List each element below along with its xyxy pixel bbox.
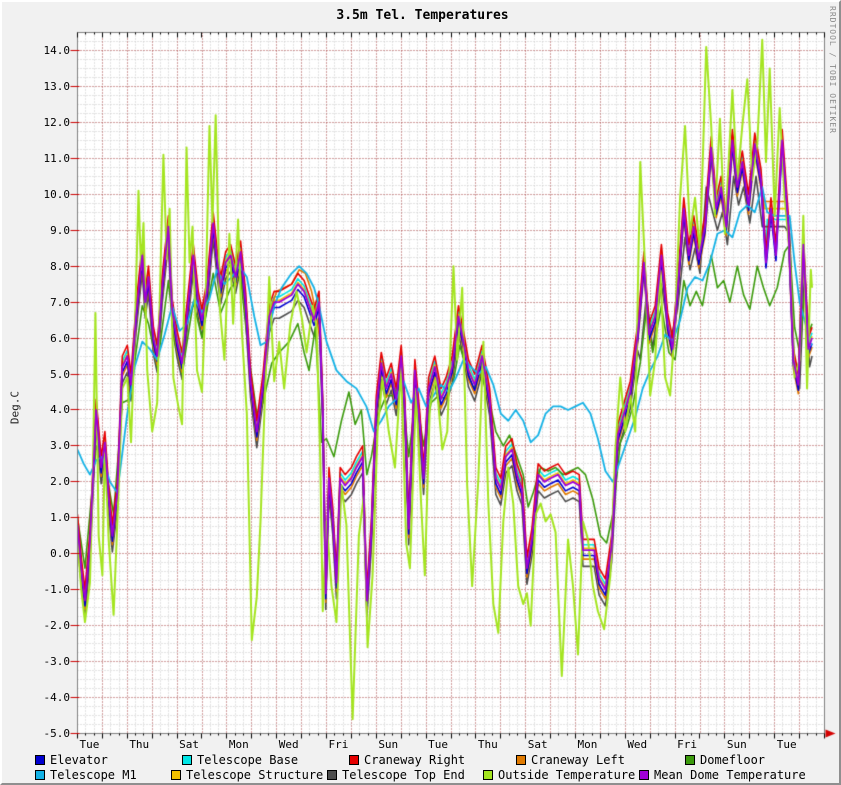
legend-item-mean-dome-temperature: Mean Dome Temperature bbox=[639, 769, 806, 782]
y-tick-label: 5.0 bbox=[50, 367, 70, 381]
x-tick-label: Mon bbox=[228, 738, 249, 751]
legend-item-domefloor: Domefloor bbox=[685, 754, 765, 767]
y-tick-label: 9.0 bbox=[50, 223, 70, 237]
y-axis-label: Deg.C bbox=[8, 390, 22, 425]
legend-item-elevator: Elevator bbox=[35, 754, 108, 767]
x-tick-label: Sat bbox=[527, 738, 548, 751]
y-tick-label: 12.0 bbox=[43, 115, 71, 129]
x-tick-label: Tue bbox=[79, 738, 100, 751]
legend-item-telescope-top-end: Telescope Top End bbox=[327, 769, 465, 782]
y-tick-label: -4.0 bbox=[43, 691, 71, 705]
legend-item-telescope-m1: Telescope M1 bbox=[35, 769, 137, 782]
legend-label: Telescope M1 bbox=[50, 768, 137, 782]
y-tick-label: 0.0 bbox=[50, 547, 70, 561]
legend-swatch bbox=[182, 755, 192, 765]
legend-swatch bbox=[516, 755, 526, 765]
x-tick-label: Sat bbox=[179, 738, 199, 751]
legend-label: Elevator bbox=[50, 753, 108, 767]
legend-item-telescope-structure: Telescope Structure bbox=[171, 769, 323, 782]
y-tick-label: 10.0 bbox=[43, 187, 71, 201]
legend-swatch bbox=[327, 770, 337, 780]
legend-label: Telescope Top End bbox=[342, 768, 465, 782]
y-tick-label: 2.0 bbox=[50, 475, 70, 489]
legend-swatch bbox=[483, 770, 493, 780]
y-tick-label: 3.0 bbox=[50, 439, 70, 453]
legend-swatch bbox=[35, 755, 45, 765]
legend-swatch bbox=[349, 755, 359, 765]
x-tick-label: Tue bbox=[776, 738, 797, 751]
legend-swatch bbox=[639, 770, 649, 780]
legend-swatch bbox=[171, 770, 181, 780]
legend-label: Telescope Structure bbox=[186, 768, 324, 782]
y-tick-label: -5.0 bbox=[43, 727, 71, 740]
x-tick-label: Wed bbox=[278, 738, 299, 751]
y-tick-label: 1.0 bbox=[50, 511, 70, 525]
x-tick-label: Sun bbox=[726, 738, 747, 751]
y-tick-label: 13.0 bbox=[43, 79, 71, 93]
legend-swatch bbox=[35, 770, 45, 780]
y-tick-label: 6.0 bbox=[50, 331, 70, 345]
watermark: RRDTOOL / TOBI OETIKER bbox=[828, 6, 837, 134]
legend-label: Mean Dome Temperature bbox=[654, 768, 806, 782]
x-tick-label: Sun bbox=[378, 738, 399, 751]
legend-label: Craneway Left bbox=[531, 753, 625, 767]
legend-label: Craneway Right bbox=[364, 753, 466, 767]
legend-swatch bbox=[685, 755, 695, 765]
y-tick-label: 14.0 bbox=[43, 43, 71, 57]
legend-item-craneway-left: Craneway Left bbox=[516, 754, 625, 767]
legend-label: Domefloor bbox=[700, 753, 766, 767]
y-tick-label: 4.0 bbox=[50, 403, 70, 417]
legend-item-telescope-base: Telescope Base bbox=[182, 754, 298, 767]
x-tick-label: Fri bbox=[677, 738, 697, 751]
y-tick-label: -2.0 bbox=[43, 619, 71, 633]
legend-item-outside-temperature: Outside Temperature bbox=[483, 769, 635, 782]
x-tick-label: Thu bbox=[129, 738, 150, 751]
y-tick-label: -3.0 bbox=[43, 655, 71, 669]
x-tick-label: Tue bbox=[428, 738, 448, 751]
legend-label: Outside Temperature bbox=[498, 768, 636, 782]
x-tick-label: Fri bbox=[328, 738, 349, 751]
legend-label: Telescope Base bbox=[197, 753, 299, 767]
y-tick-label: 8.0 bbox=[50, 259, 70, 273]
chart-title: 3.5m Tel. Temperatures bbox=[336, 8, 509, 23]
x-tick-label: Mon bbox=[577, 738, 598, 751]
y-tick-label: 7.0 bbox=[50, 295, 70, 309]
legend-item-craneway-right: Craneway Right bbox=[349, 754, 465, 767]
x-tick-label: Thu bbox=[477, 738, 498, 751]
y-tick-label: -1.0 bbox=[43, 583, 71, 597]
x-tick-label: Wed bbox=[627, 738, 648, 751]
y-tick-label: 11.0 bbox=[43, 151, 71, 165]
